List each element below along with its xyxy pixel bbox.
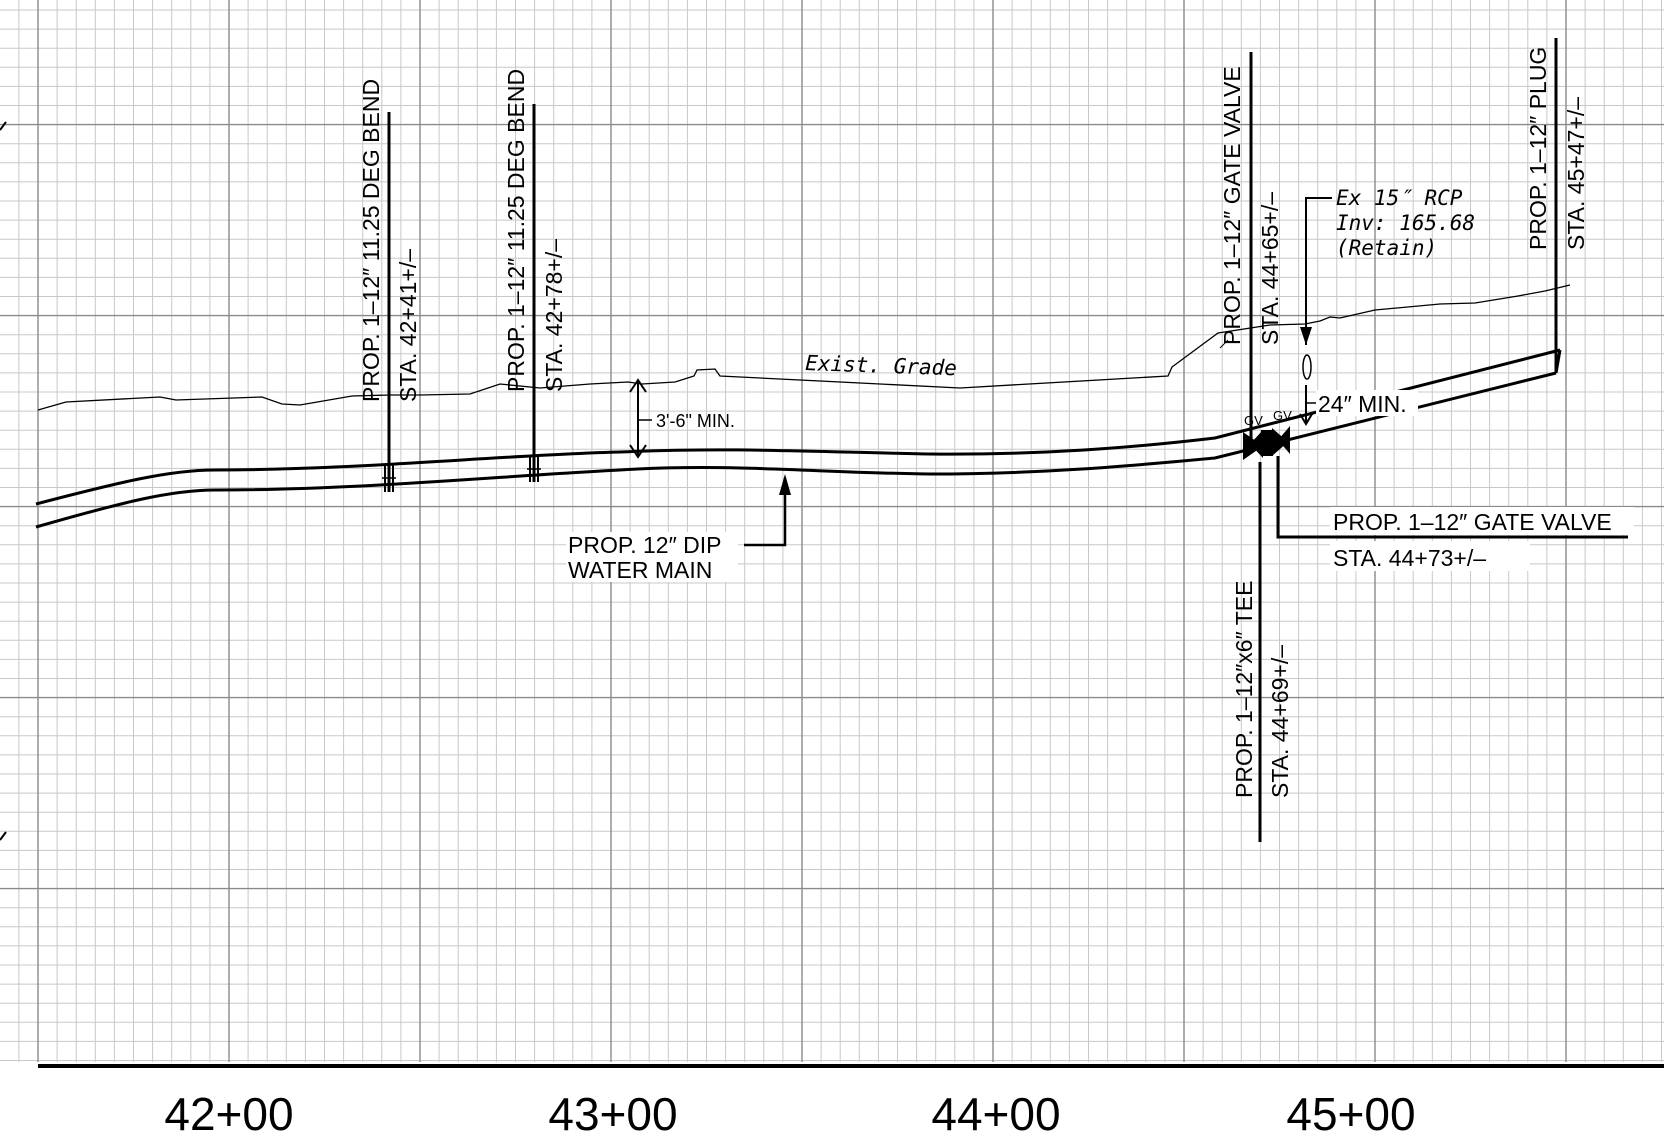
cover-dimension-label: 3'-6" MIN. [656, 411, 735, 431]
separation-dimension-label: 24″ MIN. [1318, 391, 1407, 417]
bend-2-callout: PROP. 1–12″ 11.25 DEG BEND STA. 42+78+/– [503, 69, 567, 482]
rcp-label-line3: (Retain) [1336, 236, 1437, 260]
gv-label-2: GV [1273, 408, 1292, 423]
plug-callout: PROP. 1–12″ PLUG STA. 45+47+/– [1525, 38, 1589, 372]
tee-station: STA. 44+69+/– [1267, 645, 1293, 798]
cover-dimension: 3'-6" MIN. [629, 378, 735, 459]
station-label: 43+00 [548, 1088, 677, 1140]
station-label: 45+00 [1286, 1088, 1415, 1140]
left-edge-ticks [0, 121, 7, 841]
existing-grade-line [37, 284, 1571, 411]
rcp-callout: Ex 15″ RCP Inv: 165.68 (Retain) [1300, 186, 1475, 380]
water-main-label-line1: PROP. 12″ DIP [568, 532, 721, 558]
gate-valve-1-callout: PROP. 1–12″ GATE VALVE STA. 44+65+/– [1219, 52, 1283, 440]
gate-valve-2-callout: PROP. 1–12″ GATE VALVE STA. 44+73+/– [1276, 456, 1634, 571]
bend-2-description: PROP. 1–12″ 11.25 DEG BEND [503, 69, 529, 392]
water-main-label-line2: WATER MAIN [568, 557, 712, 583]
water-main-pipe-bottom [35, 371, 1557, 529]
station-label: 44+00 [931, 1088, 1060, 1140]
gv-label-1: GV [1244, 413, 1263, 428]
gate-valve-symbols: GV GV [1243, 408, 1292, 460]
tee-callout: PROP. 1–12″x6″ TEE STA. 44+69+/– [1231, 462, 1293, 842]
station-labels: 42+00 43+00 44+00 45+00 [164, 1088, 1415, 1140]
separation-dimension: 24″ MIN. [1299, 385, 1418, 426]
existing-grade-label: Exist. Grade [805, 351, 957, 380]
bend-1-station: STA. 42+41+/– [395, 249, 421, 402]
bend-1-description: PROP. 1–12″ 11.25 DEG BEND [358, 79, 384, 402]
gate-valve-1-description: PROP. 1–12″ GATE VALVE [1219, 66, 1245, 345]
water-main-callout: PROP. 12″ DIP WATER MAIN [566, 474, 791, 583]
gate-valve-2-station: STA. 44+73+/– [1333, 545, 1486, 571]
bend-2-station: STA. 42+78+/– [541, 239, 567, 392]
rcp-label-line1: Ex 15″ RCP [1336, 186, 1463, 210]
major-grid [0, 0, 1664, 1062]
plug-description: PROP. 1–12″ PLUG [1525, 47, 1551, 250]
station-label: 42+00 [164, 1088, 293, 1140]
tee-description: PROP. 1–12″x6″ TEE [1231, 581, 1257, 798]
bend-1-callout: PROP. 1–12″ 11.25 DEG BEND STA. 42+41+/– [358, 79, 421, 492]
plug-station: STA. 45+47+/– [1563, 97, 1589, 250]
gate-valve-1-station: STA. 44+65+/– [1257, 192, 1283, 345]
water-main-pipe-top [35, 348, 1561, 506]
gate-valve-2-description: PROP. 1–12″ GATE VALVE [1333, 509, 1612, 535]
rcp-label-line2: Inv: 165.68 [1336, 211, 1475, 235]
